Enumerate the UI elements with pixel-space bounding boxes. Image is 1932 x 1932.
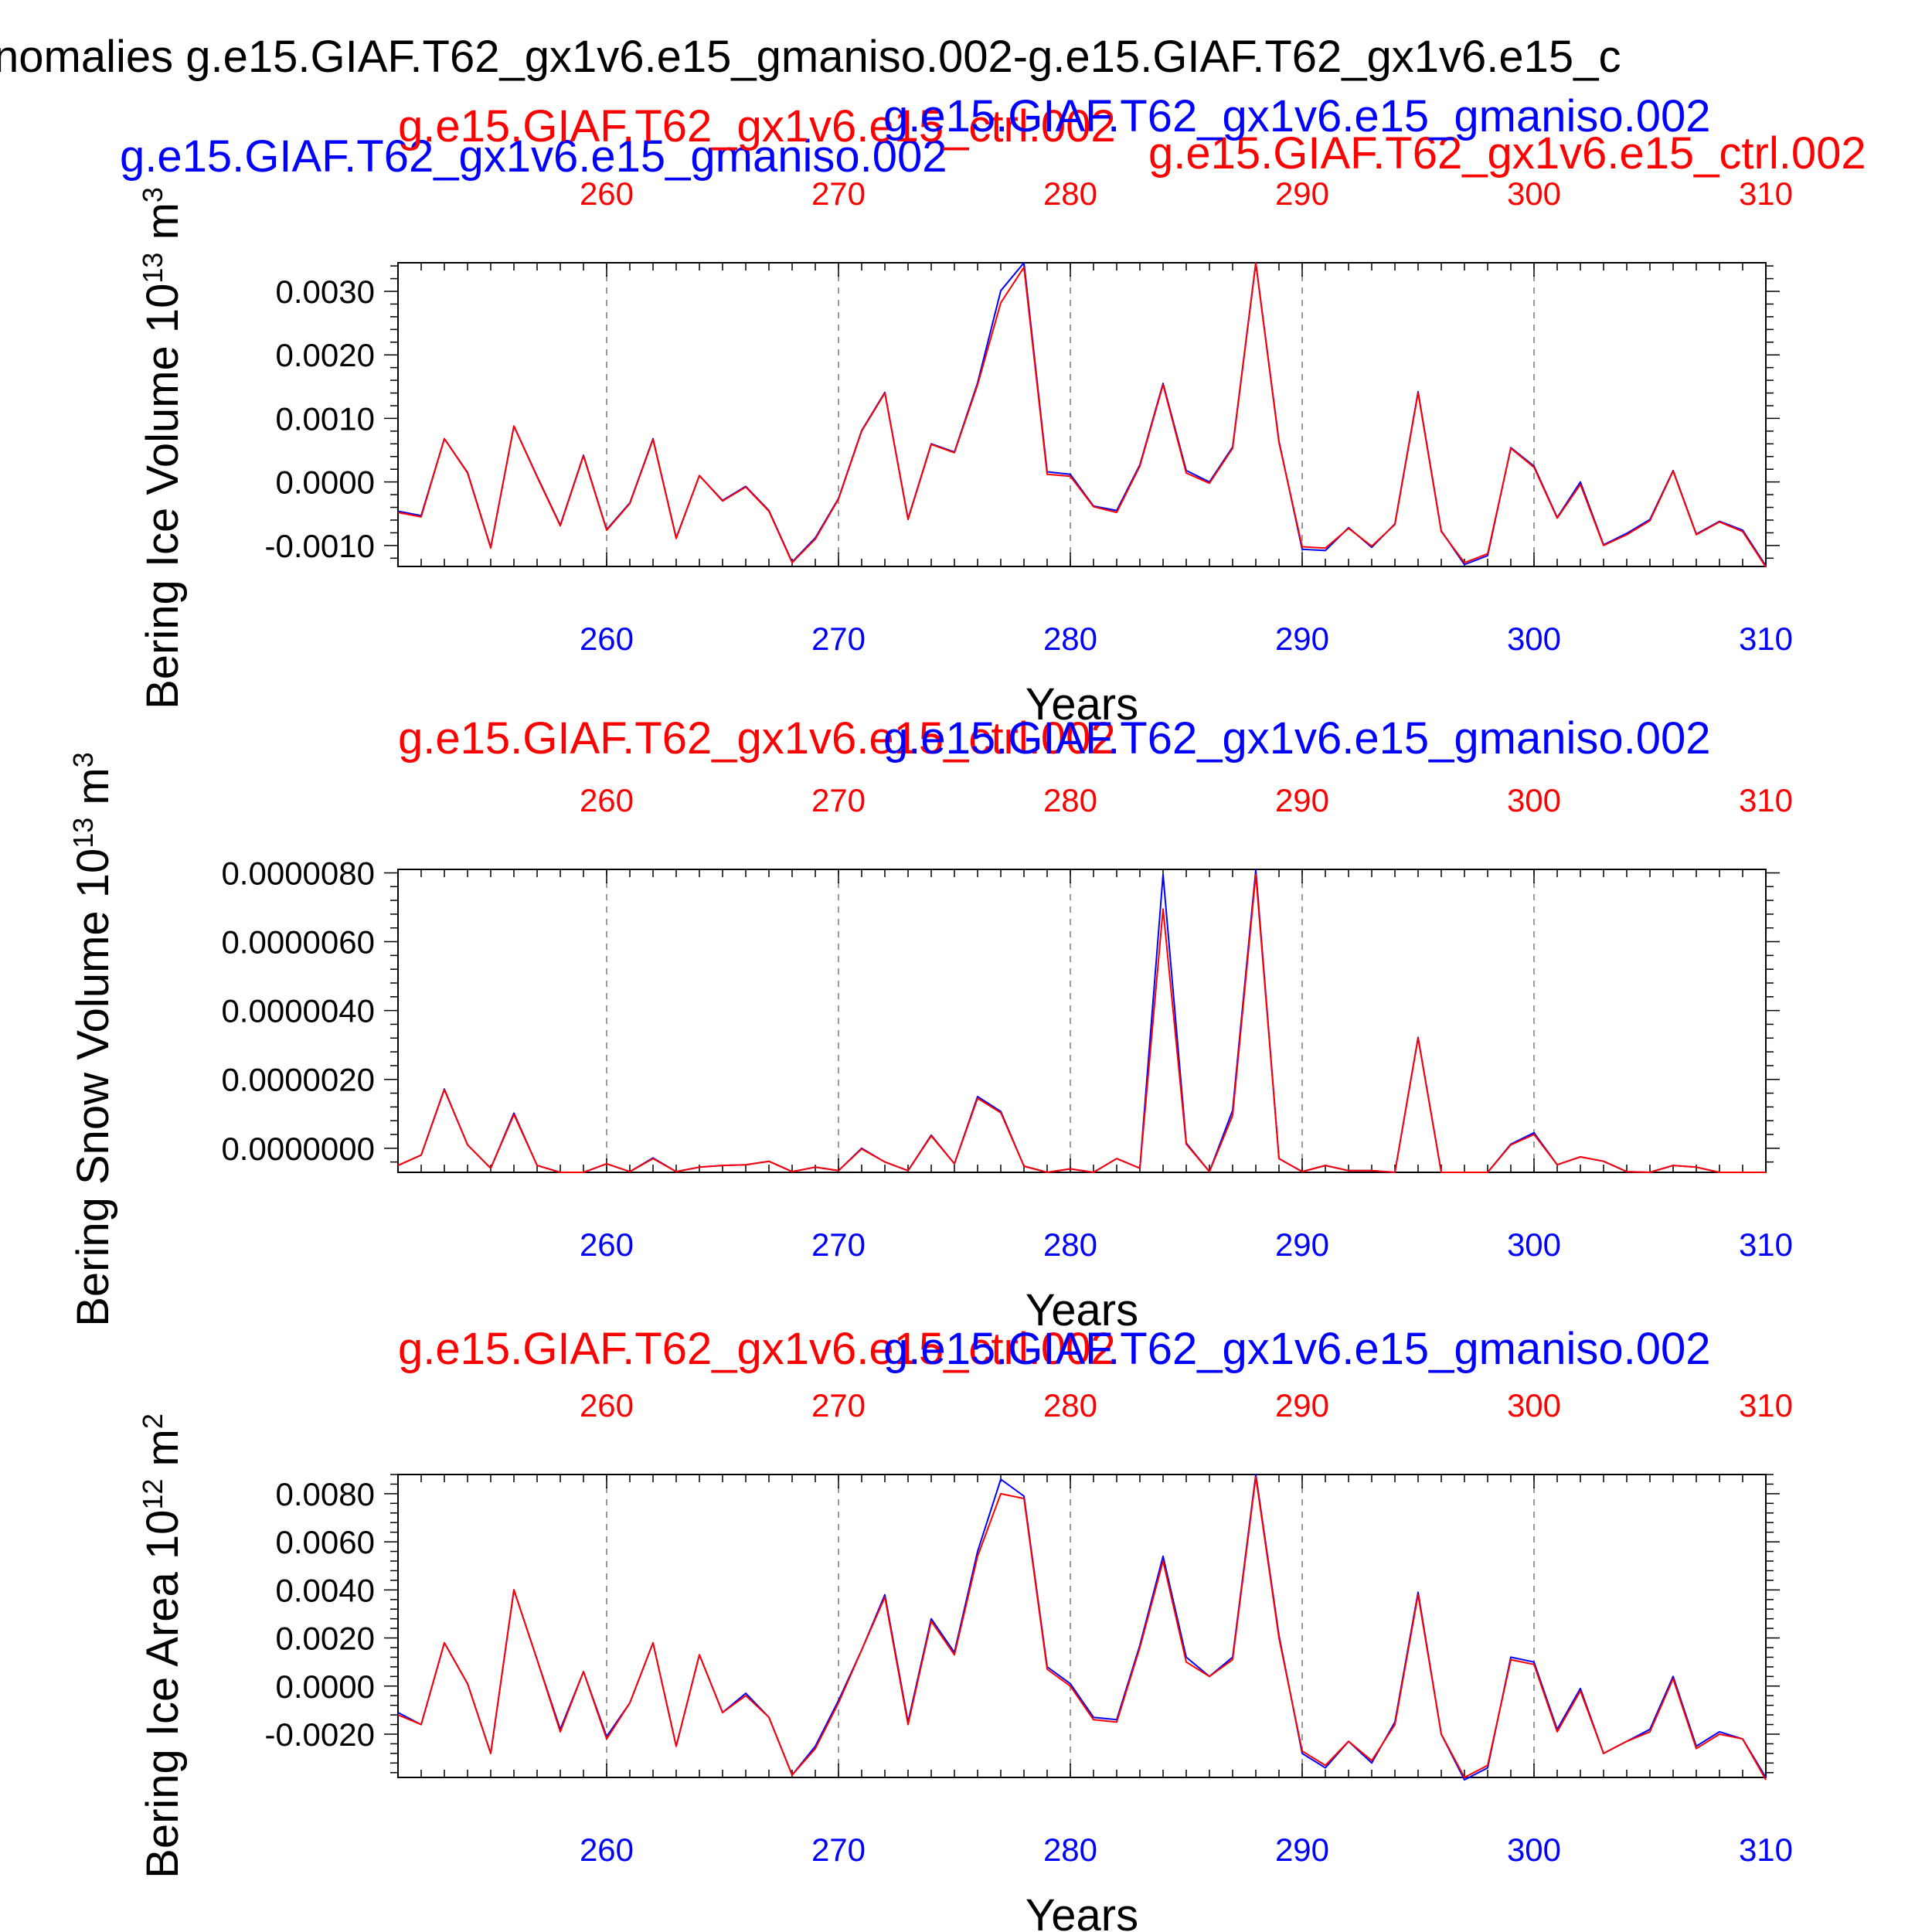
x-tick-label-top: 300 — [1507, 782, 1561, 818]
x-tick-label-top: 310 — [1739, 175, 1793, 212]
x-tick-label-bottom: 310 — [1739, 621, 1793, 657]
x-tick-label-top: 300 — [1507, 1387, 1561, 1423]
x-tick-label-top: 270 — [811, 175, 866, 212]
x-tick-label-bottom: 300 — [1507, 621, 1561, 657]
y-tick-label: 0.0000040 — [221, 993, 375, 1029]
y-tick-label: 0.0020 — [276, 337, 375, 373]
x-tick-label-bottom: 280 — [1043, 621, 1097, 657]
x-tick-label-top: 310 — [1739, 782, 1793, 818]
y-axis-title: Bering Snow Volume 1013 m3 — [67, 752, 119, 1327]
y-tick-label: 0.0060 — [276, 1524, 375, 1560]
x-tick-label-top: 260 — [580, 175, 634, 212]
x-tick-label-bottom: 300 — [1507, 1832, 1561, 1868]
y-tick-label: 0.0000 — [276, 1668, 375, 1705]
y-axis-title: Bering Ice Area 1012 m2 — [137, 1413, 189, 1879]
y-tick-label: 0.0000 — [276, 464, 375, 501]
plot-frame — [397, 869, 1767, 1173]
y-axis-title: Bering Ice Volume 1013 m3 — [137, 187, 189, 709]
y-tick-label: 0.0000020 — [221, 1062, 375, 1098]
chart-panel-3: -0.0020 0.0000 0.0020 0.0040 0.0060 0.0080 260… — [137, 1324, 1794, 1932]
x-tick-label-top: 270 — [811, 782, 866, 818]
chart-panels: -0.0010 0.0000 0.0010 0.0020 0.0030 260 260 270… — [67, 91, 1794, 1932]
x-tick-label-top: 290 — [1275, 782, 1329, 818]
ctrl-run-label: g.e15.GIAF.T62_gx1v6.e15_ctrl.002 — [398, 1324, 1116, 1374]
exp-run-label: g.e15.GIAF.T62_gx1v6.e15_gmaniso.002 — [883, 91, 1711, 141]
y-tick-label: -0.0010 — [265, 528, 375, 564]
x-tick-label-bottom: 270 — [811, 1832, 866, 1868]
exp-run-label: g.e15.GIAF.T62_gx1v6.e15_gmaniso.002 — [883, 713, 1711, 764]
figure-title: nomalies g.e15.GIAF.T62_gx1v6.e15_gmanis… — [0, 32, 1621, 82]
x-tick-label-top: 280 — [1043, 1387, 1097, 1423]
y-tick-label: 0.0000060 — [221, 924, 375, 961]
y-tick-label: 0.0030 — [276, 274, 375, 310]
x-axis-title: Years — [1026, 679, 1138, 730]
series-line-ctrl — [397, 1476, 1767, 1781]
y-tick-label: -0.0020 — [265, 1716, 375, 1753]
y-tick-label: 0.0000080 — [221, 855, 375, 891]
chart-panel-2: 0.0000000 0.0000020 0.0000040 0.0000060 0.00… — [67, 713, 1794, 1335]
x-tick-label-top: 300 — [1507, 175, 1561, 212]
series-line-gmaniso — [397, 1474, 1767, 1781]
x-tick-label-bottom: 310 — [1739, 1226, 1793, 1263]
x-tick-label-bottom: 280 — [1043, 1226, 1097, 1263]
x-tick-label-top: 280 — [1043, 175, 1097, 212]
x-tick-label-top: 270 — [811, 1387, 866, 1423]
y-tick-label: 0.0000000 — [221, 1131, 375, 1167]
x-tick-label-top: 310 — [1739, 1387, 1793, 1423]
x-axis-title: Years — [1026, 1285, 1138, 1335]
x-tick-label-top: 260 — [580, 1387, 634, 1423]
x-axis-title: Years — [1026, 1890, 1138, 1932]
chart-panel-1: -0.0010 0.0000 0.0010 0.0020 0.0030 260 260 270… — [137, 91, 1794, 730]
series-line-ctrl — [397, 873, 1766, 1173]
y-tick-label: 0.0020 — [276, 1621, 375, 1657]
y-tick-label: 0.0010 — [276, 400, 375, 437]
x-tick-label-top: 290 — [1275, 1387, 1329, 1423]
plot-frame — [397, 1474, 1767, 1778]
plot-frame — [397, 262, 1767, 567]
top-right-ctrl-label: g.e15.GIAF.T62_gx1v6.e15_ctrl.002 — [1148, 128, 1866, 179]
series-line-gmaniso — [397, 869, 1766, 1173]
x-tick-label-top: 280 — [1043, 782, 1097, 818]
top-left-exp-label: g.e15.GIAF.T62_gx1v6.e15_gmaniso.002 — [120, 131, 947, 182]
x-tick-label-bottom: 290 — [1275, 621, 1329, 657]
x-tick-label-bottom: 270 — [811, 621, 866, 657]
y-tick-label: 0.0080 — [276, 1476, 375, 1512]
x-tick-label-bottom: 260 — [580, 1832, 634, 1868]
x-tick-label-bottom: 290 — [1275, 1226, 1329, 1263]
y-tick-label: 0.0040 — [276, 1572, 375, 1608]
x-tick-label-top: 290 — [1275, 175, 1329, 212]
x-tick-label-bottom: 310 — [1739, 1832, 1793, 1868]
x-tick-label-bottom: 270 — [811, 1226, 866, 1263]
ctrl-run-label: g.e15.GIAF.T62_gx1v6.e15_ctrl.002 — [398, 713, 1116, 764]
x-tick-label-bottom: 260 — [580, 621, 634, 657]
x-tick-label-bottom: 280 — [1043, 1832, 1097, 1868]
x-tick-label-bottom: 290 — [1275, 1832, 1329, 1868]
ctrl-run-label: g.e15.GIAF.T62_gx1v6.e15_ctrl.002 — [398, 101, 1116, 151]
exp-run-label: g.e15.GIAF.T62_gx1v6.e15_gmaniso.002 — [883, 1324, 1711, 1374]
x-tick-label-bottom: 300 — [1507, 1226, 1561, 1263]
x-tick-label-top: 260 — [580, 782, 634, 818]
series-line-ctrl — [397, 262, 1767, 568]
x-tick-label-bottom: 260 — [580, 1226, 634, 1263]
